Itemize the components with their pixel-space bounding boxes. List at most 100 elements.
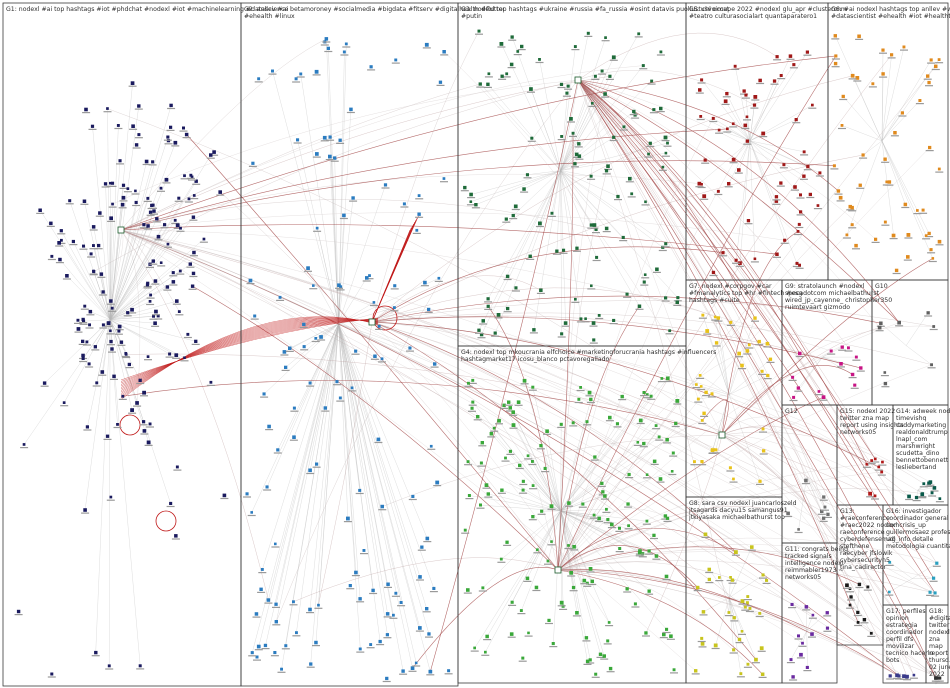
edge [560,471,673,512]
node-g13 [845,583,849,588]
node-g1 [218,190,222,194]
node-label [171,145,180,147]
node-label [80,308,89,310]
group-caption-g13-line-0: G13: [840,508,855,515]
node-label [662,631,671,634]
node-g1 [126,311,130,315]
node-g4 [467,381,470,385]
node-g5 [699,115,703,118]
edge [310,323,339,471]
node-g3 [612,318,616,322]
node-g1 [93,345,97,349]
node-g5 [752,103,757,107]
edge [315,323,339,643]
node-label [729,652,738,654]
node-g4 [579,386,582,389]
node-label [340,54,349,56]
edge [729,353,740,395]
group-caption-g8-line-1: jtsagards dacyu15 samangus91 [688,507,788,514]
edge [92,126,111,320]
node-label [519,492,528,494]
node-g1 [134,189,137,193]
node-g4 [581,502,585,506]
node-g1 [65,274,69,278]
edge [560,425,657,512]
node-g3 [500,74,504,78]
edge [61,240,111,320]
node-label [926,594,935,596]
edge [557,560,936,594]
node-label [875,330,884,332]
node-g7 [699,385,703,388]
edge [120,173,700,231]
group-caption-g2-line-0: G2: anllev #ai betamoroney #socialmedia … [244,6,505,13]
node-label [360,553,368,555]
node-label [248,655,257,657]
node-g1 [116,124,120,127]
group-caption-g18-line-6: report [929,650,948,657]
node-label [935,171,944,173]
node-g4 [509,632,514,636]
node-g1 [194,339,198,343]
node-label [104,325,113,327]
node-g8 [743,605,747,609]
node-label [588,583,597,586]
edge [557,306,640,571]
edge [478,170,561,331]
node-label [701,536,710,538]
edge [430,79,579,672]
edge [469,495,561,512]
node-label [490,430,499,432]
node-label [92,385,101,387]
node-g5 [725,92,729,96]
node-g3 [477,328,481,332]
node-g3 [647,152,650,156]
node-label [114,127,123,130]
node-g2 [385,633,389,637]
node-label [374,441,383,444]
node-label [498,78,507,80]
node-label [925,485,933,488]
node-label [509,427,518,429]
node-g6 [902,45,906,49]
node-label [91,655,100,657]
node-label [547,508,556,510]
node-g5 [723,99,728,104]
edge [546,431,561,511]
node-label [575,158,584,160]
node-g2 [423,280,427,285]
edge [485,510,561,653]
edge [560,510,620,529]
group-caption-g13-line-2: #raec2022 nodexl [840,522,897,529]
edge [93,245,111,320]
node-g6 [848,204,852,209]
node-g6 [855,76,860,80]
node-label [766,361,775,363]
node-g6 [918,99,922,102]
node-g9 [829,349,833,353]
node-g4 [502,403,506,407]
node-label [248,165,257,167]
node-label [576,389,585,392]
node-g6 [832,164,836,168]
node-label [384,586,392,588]
node-label [146,266,154,268]
node-label [878,464,887,466]
node-g3 [608,74,612,78]
node-g4 [543,466,547,470]
node-g2 [308,607,312,612]
node-label [663,145,672,147]
node-label [65,203,74,205]
node-g3 [642,280,646,284]
node-label [429,591,438,593]
edge [557,420,703,571]
node-label [644,156,653,158]
node-label [743,143,752,145]
node-label [206,384,215,386]
edge [371,312,932,365]
edge [560,37,606,171]
group-caption-g15-line-2: report using insights [840,422,904,429]
node-label [188,288,197,290]
node-label [425,636,433,638]
edge [102,319,111,373]
